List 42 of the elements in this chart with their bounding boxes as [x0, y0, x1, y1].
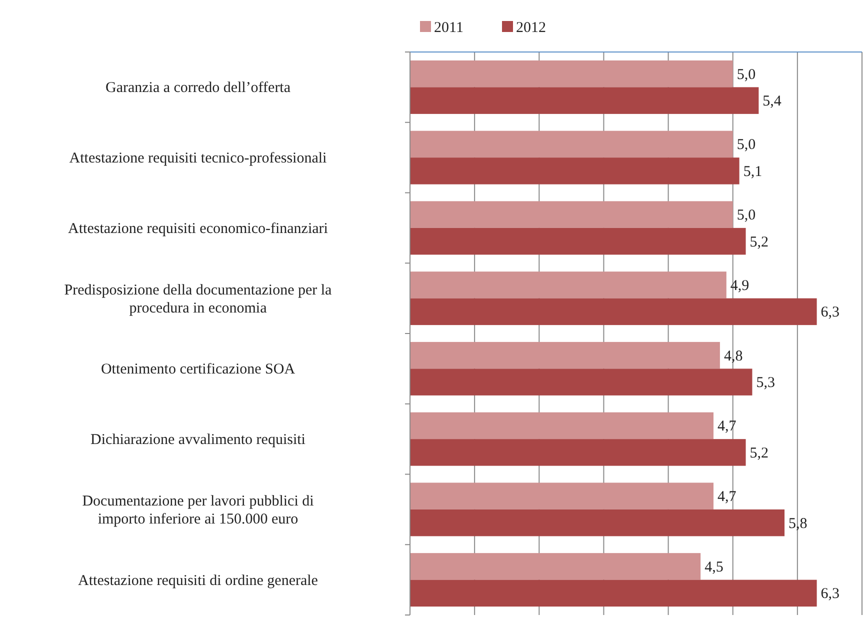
data-label: 5,2 [750, 234, 769, 250]
data-label: 4,9 [730, 278, 750, 294]
data-label: 5,3 [756, 375, 775, 392]
legend-label: 2011 [434, 20, 464, 36]
bar [410, 158, 740, 184]
data-label: 5,2 [750, 445, 769, 462]
bar [410, 412, 714, 440]
bar [410, 342, 720, 369]
data-label: 4,8 [724, 348, 743, 364]
y-tick-label: Ottenimento certificazione SOA [100, 362, 296, 378]
bar [410, 272, 726, 298]
bar [410, 482, 714, 510]
data-label: 6,3 [820, 586, 840, 602]
bar [410, 439, 746, 466]
bar [410, 228, 746, 255]
data-label: 5,1 [743, 164, 762, 180]
y-tick-label: Attestazione requisiti di ordine generale [78, 572, 318, 589]
bar [410, 87, 759, 114]
data-label: 4,5 [704, 559, 724, 576]
data-label: 5,0 [736, 137, 756, 154]
bar [410, 553, 701, 580]
y-tick-label: Garanzia a corredo dell’offerta [105, 80, 291, 96]
bar [410, 130, 733, 158]
y-tick-label: Attestazione requisiti economico-finanziari [68, 220, 328, 237]
legend-label: 2012 [516, 20, 546, 36]
data-label: 5,8 [788, 516, 808, 532]
bar [410, 368, 752, 396]
data-label: 6,3 [820, 304, 840, 321]
data-label: 5,0 [736, 66, 756, 83]
y-tick-label: Attestazione requisiti tecnico-professionali [69, 150, 327, 167]
bar [410, 60, 733, 88]
y-tick-label: Documentazione per lavori pubblici di importo inferiore ai 150.000 euro [82, 493, 314, 528]
bar [410, 201, 733, 228]
data-label: 5,4 [762, 94, 782, 110]
y-tick-label: Predisposizione della documentazione per la procedura in economia [64, 282, 332, 316]
data-label: 4,7 [717, 489, 737, 506]
bar [410, 298, 817, 326]
bar [410, 580, 817, 607]
data-label: 4,7 [717, 418, 737, 435]
data-label: 5,0 [736, 208, 756, 224]
bar [410, 509, 785, 536]
y-tick-label: Dichiarazione avvalimento requisiti [90, 432, 306, 448]
